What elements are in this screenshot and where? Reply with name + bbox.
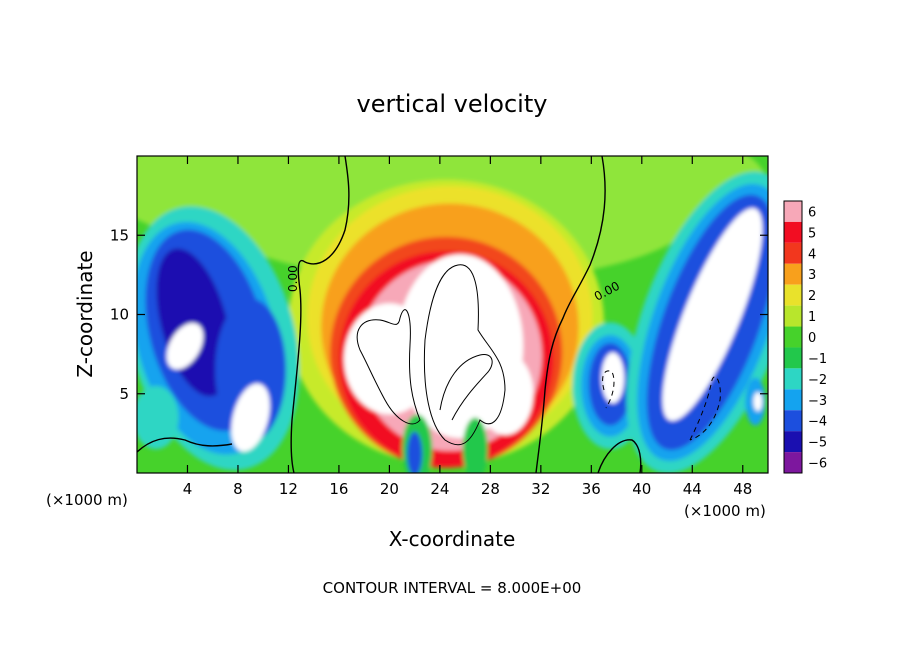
- colorbar-label: 6: [808, 205, 816, 220]
- x-tick-label: 20: [380, 480, 399, 498]
- x-tick-label: 36: [582, 480, 601, 498]
- colorbar-label: −1: [808, 352, 827, 367]
- y-axis-label: Z-coordinate: [73, 250, 97, 377]
- colorbar-swatch: [784, 305, 802, 327]
- colorbar-label: 4: [808, 247, 816, 262]
- colorbar-label: −6: [808, 457, 827, 472]
- colorbar-swatch: [784, 389, 802, 411]
- downdraft-dashed-2: [689, 376, 721, 441]
- field-blob: [231, 383, 270, 452]
- colorbar-label: 0: [808, 331, 816, 346]
- colorbar-label: −4: [808, 415, 827, 430]
- y-axis-ticks: 5 10 15: [110, 226, 768, 403]
- x-tick-label: 40: [632, 480, 651, 498]
- field-blob: [601, 352, 625, 404]
- x-unit-left: (×1000 m): [46, 491, 128, 509]
- contour-interval-note: CONTOUR INTERVAL = 8.000E+00: [323, 579, 582, 597]
- field-blob: [137, 385, 179, 450]
- x-axis-label: X-coordinate: [389, 527, 516, 551]
- vertical-velocity-field: [137, 156, 768, 473]
- updraft-inner-contour: [439, 353, 493, 421]
- x-unit-right: (×1000 m): [684, 502, 766, 520]
- x-tick-label: 48: [733, 480, 752, 498]
- field-blob: [462, 417, 488, 473]
- downdraft-dashed-1: [602, 370, 615, 409]
- updraft-core-contour-main: [423, 264, 506, 446]
- colorbar-swatch: [784, 431, 802, 453]
- colorbar-label: 5: [808, 226, 816, 241]
- zero-contour-bottom-left: [137, 437, 233, 453]
- colorbar-label: −3: [808, 394, 827, 409]
- contour-lines: [137, 156, 721, 473]
- colorbar-swatch: [784, 242, 802, 264]
- x-tick-label: 28: [481, 480, 500, 498]
- colorbar-swatch: [784, 326, 802, 348]
- colorbar-swatch: [784, 410, 802, 432]
- y-tick-label: 10: [110, 306, 129, 324]
- chart-title: vertical velocity: [357, 90, 548, 118]
- field-blob: [166, 322, 204, 370]
- colorbar-swatch: [784, 347, 802, 369]
- colorbar-label: −5: [808, 436, 827, 451]
- zero-contour-left: [290, 156, 350, 473]
- contour-label-left: 0.00: [286, 265, 300, 292]
- x-tick-label: 8: [233, 480, 243, 498]
- field-blob: [407, 431, 423, 473]
- colorbar: 6 5 4 3 2 1 0 −1 −2 −3 −4 −5 −6: [783, 200, 827, 474]
- colorbar-frame: [783, 200, 803, 474]
- x-tick-label: 44: [683, 480, 702, 498]
- x-tick-label: 32: [531, 480, 550, 498]
- field-blob: [477, 352, 534, 435]
- colorbar-swatch: [784, 201, 802, 222]
- y-tick-label: 15: [110, 226, 129, 244]
- colorbar-label: −2: [808, 373, 827, 388]
- x-tick-label: 16: [329, 480, 348, 498]
- updraft-core-contour-left: [356, 309, 421, 425]
- zero-contour-right: [535, 156, 606, 473]
- x-tick-label: 24: [430, 480, 449, 498]
- x-tick-label: 12: [279, 480, 298, 498]
- y-tick-label: 5: [119, 385, 129, 403]
- field-blob: [753, 392, 763, 412]
- field-blob: [343, 303, 435, 415]
- colorbar-swatch: [784, 221, 802, 243]
- field-blob: [662, 208, 763, 421]
- colorbar-swatch: [784, 284, 802, 306]
- colorbar-label: 2: [808, 289, 816, 304]
- colorbar-swatch: [784, 452, 802, 473]
- colorbar-label: 1: [808, 310, 816, 325]
- colorbar-swatch: [784, 263, 802, 285]
- colorbar-swatch: [784, 368, 802, 390]
- zero-contour-bottom-right: [597, 439, 642, 473]
- x-axis-ticks: 4 8 12 16 20 24 28 32 36 40 44 48: [183, 156, 752, 498]
- colorbar-label: 3: [808, 268, 816, 283]
- x-tick-label: 4: [183, 480, 193, 498]
